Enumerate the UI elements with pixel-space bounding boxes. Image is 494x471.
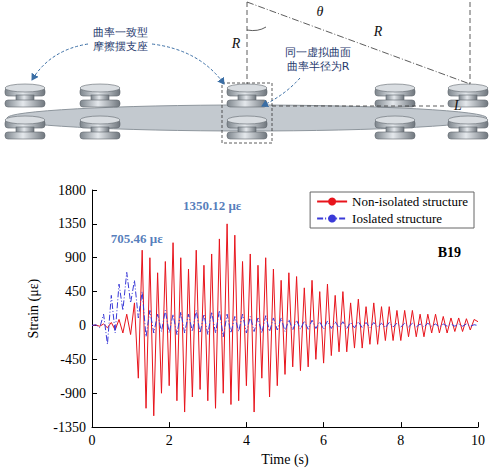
svg-text:θ: θ xyxy=(317,4,324,19)
svg-text:4: 4 xyxy=(243,433,250,448)
svg-text:8: 8 xyxy=(397,433,404,448)
svg-text:摩擦摆支座: 摩擦摆支座 xyxy=(93,40,148,53)
svg-text:曲率一致型: 曲率一致型 xyxy=(93,26,148,39)
svg-text:R: R xyxy=(373,24,383,39)
svg-text:R: R xyxy=(231,36,241,51)
svg-text:6: 6 xyxy=(320,433,327,448)
svg-text:1800: 1800 xyxy=(58,183,86,198)
svg-text:1350: 1350 xyxy=(58,216,86,231)
svg-text:900: 900 xyxy=(65,250,86,265)
svg-text:450: 450 xyxy=(65,284,86,299)
svg-text:10: 10 xyxy=(471,433,485,448)
svg-text:Strain (με): Strain (με) xyxy=(26,278,42,338)
svg-text:705.46 με: 705.46 με xyxy=(111,231,163,246)
svg-text:2: 2 xyxy=(166,433,173,448)
svg-text:B19: B19 xyxy=(438,245,461,260)
svg-text:-900: -900 xyxy=(60,386,86,401)
svg-text:Non-isolated structure: Non-isolated structure xyxy=(352,194,468,209)
svg-text:曲率半径为R: 曲率半径为R xyxy=(287,60,350,73)
svg-text:-1350: -1350 xyxy=(53,420,86,435)
svg-text:-450: -450 xyxy=(60,352,86,367)
svg-text:0: 0 xyxy=(89,433,96,448)
svg-text:同一虚拟曲面: 同一虚拟曲面 xyxy=(285,46,351,59)
svg-text:Time (s): Time (s) xyxy=(261,452,309,468)
svg-text:1350.12 με: 1350.12 με xyxy=(183,198,242,213)
svg-text:0: 0 xyxy=(79,318,86,333)
svg-text:L: L xyxy=(453,98,462,113)
svg-text:Ioslated structure: Ioslated structure xyxy=(352,211,442,226)
